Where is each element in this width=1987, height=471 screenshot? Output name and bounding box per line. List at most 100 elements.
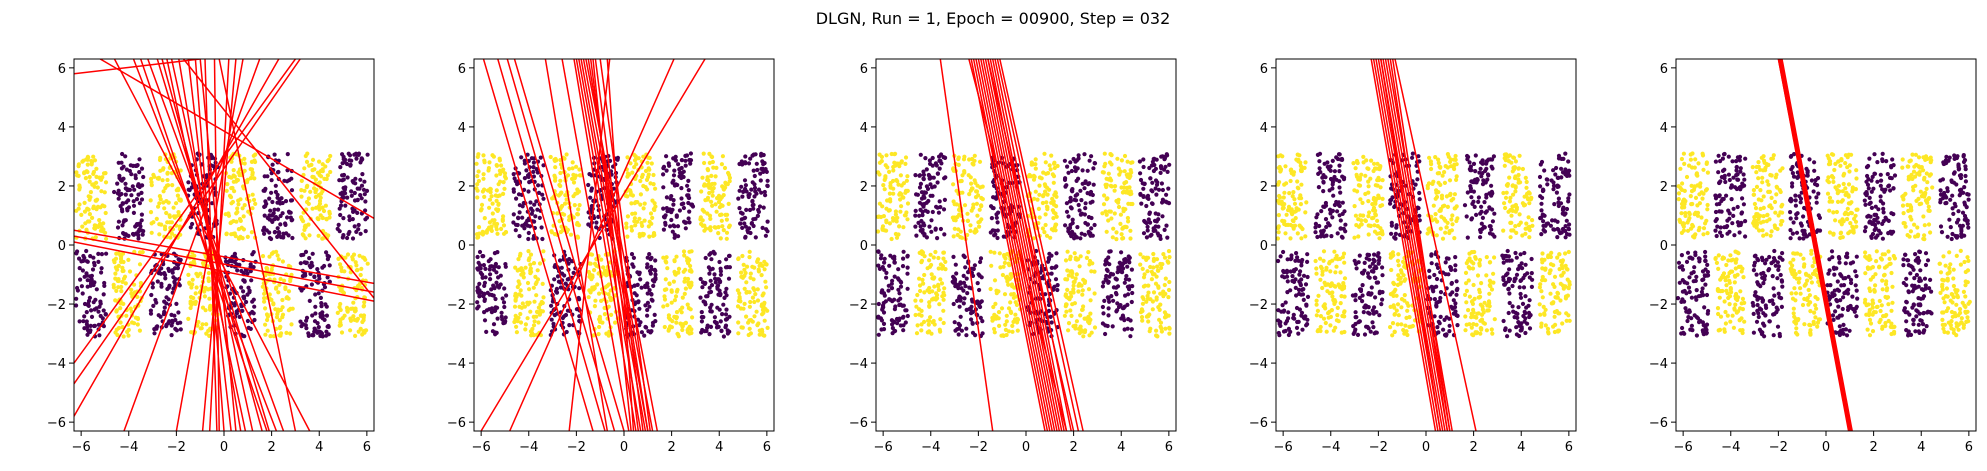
point-class-b [637, 272, 642, 277]
point-class-a [345, 308, 350, 313]
point-class-a [189, 330, 194, 335]
point-class-a [519, 272, 524, 277]
point-class-b [326, 332, 331, 337]
point-class-b [136, 229, 141, 234]
point-class-b [1145, 193, 1151, 198]
point-class-b [162, 310, 167, 315]
point-class-a [952, 202, 957, 207]
point-class-a [968, 223, 973, 228]
point-class-a [1146, 283, 1151, 288]
point-class-b [316, 325, 321, 330]
point-class-a [475, 174, 480, 179]
point-class-a [698, 217, 703, 222]
point-class-a [629, 224, 634, 230]
point-class-a [685, 256, 690, 261]
point-class-b [723, 325, 728, 330]
point-class-b [980, 319, 985, 324]
point-class-a [1366, 184, 1371, 189]
point-class-a [187, 280, 192, 285]
point-class-a [941, 256, 946, 261]
point-class-b [482, 280, 487, 285]
point-class-a [82, 171, 87, 176]
point-class-b [686, 178, 691, 183]
point-class-b [131, 210, 136, 215]
point-class-a [127, 269, 133, 274]
point-class-a [1000, 272, 1006, 278]
point-class-a [1009, 282, 1015, 287]
point-class-a [1081, 334, 1086, 339]
point-class-a [903, 190, 908, 195]
point-class-a [276, 290, 281, 295]
point-class-a [723, 212, 728, 217]
point-class-b [1337, 179, 1342, 184]
point-class-a [882, 187, 887, 192]
point-class-a [709, 199, 714, 204]
point-class-b [287, 210, 292, 215]
point-class-a [638, 192, 644, 197]
point-class-a [686, 280, 691, 285]
point-class-a [919, 258, 925, 263]
point-class-b [1338, 190, 1343, 195]
point-class-b [567, 323, 572, 328]
point-class-a [351, 300, 356, 305]
point-class-b [1070, 217, 1075, 222]
point-class-a [905, 217, 910, 222]
point-class-a [112, 260, 117, 265]
point-class-b [91, 255, 96, 260]
point-class-a [665, 266, 670, 271]
point-class-a [877, 160, 883, 165]
point-class-b [1337, 169, 1342, 174]
point-class-b [158, 314, 163, 319]
point-class-b [248, 269, 253, 274]
point-class-a [690, 315, 695, 320]
point-class-a [1304, 200, 1309, 205]
point-class-b [1080, 211, 1085, 216]
point-class-b [1123, 293, 1128, 298]
point-class-a [1006, 261, 1011, 266]
point-class-a [104, 236, 109, 241]
point-class-b [972, 263, 978, 268]
point-class-b [552, 277, 557, 282]
point-class-b [164, 295, 169, 300]
point-class-a [927, 258, 932, 263]
point-class-a [1154, 257, 1160, 262]
point-class-a [313, 177, 318, 182]
point-class-b [1101, 280, 1106, 285]
point-class-b [752, 182, 757, 187]
point-class-b [526, 236, 531, 242]
point-class-a [536, 305, 542, 310]
point-class-a [1148, 264, 1153, 270]
point-class-a [710, 154, 715, 160]
point-class-a [1141, 255, 1146, 260]
point-class-a [126, 257, 131, 262]
point-class-a [262, 299, 267, 304]
point-class-a [997, 251, 1002, 256]
point-class-a [700, 207, 705, 212]
point-class-b [1122, 257, 1127, 262]
point-class-a [925, 266, 930, 271]
point-class-b [227, 259, 232, 264]
point-class-b [528, 200, 533, 205]
point-class-a [989, 263, 994, 268]
point-class-a [189, 285, 194, 290]
point-class-b [558, 285, 564, 290]
point-class-a [1354, 158, 1360, 164]
point-class-a [320, 205, 325, 210]
point-class-a [876, 214, 882, 219]
point-class-b [174, 301, 179, 306]
point-class-b [1069, 206, 1074, 211]
point-class-a [625, 214, 631, 219]
point-class-b [753, 235, 758, 240]
point-class-a [717, 212, 723, 218]
point-class-b [341, 177, 346, 182]
point-class-b [996, 210, 1001, 215]
boundary-line [139, 59, 268, 431]
y-tick-label: 2 [58, 180, 66, 195]
point-class-a [157, 157, 163, 163]
point-class-a [739, 325, 744, 330]
point-class-b [103, 312, 108, 317]
point-class-b [743, 154, 748, 159]
point-class-b [491, 322, 497, 327]
point-class-a [1116, 204, 1122, 210]
